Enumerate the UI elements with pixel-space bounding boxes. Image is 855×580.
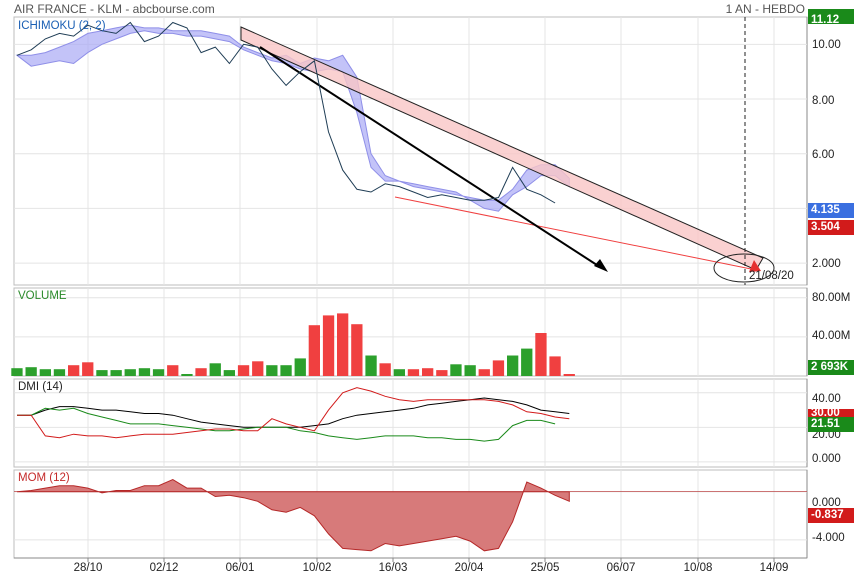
volume-tick-80m: 80.00M — [812, 292, 851, 304]
volume-bar — [407, 369, 420, 376]
volume-bar — [337, 313, 349, 376]
volume-bar — [152, 369, 165, 376]
volume-bar — [450, 364, 462, 376]
trend-arrow-head — [594, 259, 608, 272]
volume-bar — [167, 365, 179, 376]
volume-bar — [223, 370, 235, 376]
price-tick-8: 8.00 — [812, 95, 835, 107]
mom-badge: -0.837 — [808, 508, 854, 523]
dmi-tick-20: 20.00 — [812, 429, 841, 441]
volume-bar — [237, 365, 250, 376]
dmi-tick-40: 40.00 — [812, 393, 841, 405]
target-marker — [749, 260, 761, 272]
volume-bar — [96, 370, 108, 376]
volume-bar — [535, 333, 547, 376]
x-tick: 06/07 — [606, 562, 636, 574]
volume-bar — [563, 374, 575, 376]
plus-di-badge: 21.51 — [808, 417, 854, 432]
x-tick: 20/04 — [454, 562, 484, 574]
volume-bar — [308, 325, 320, 376]
volume-bar — [322, 315, 335, 376]
volume-bar — [393, 369, 405, 376]
x-tick: 16/03 — [378, 562, 408, 574]
mom-tick-neg4: -4.000 — [812, 532, 845, 544]
volume-bar — [478, 369, 490, 376]
volume-bar — [280, 365, 292, 376]
volume-bar — [436, 370, 448, 376]
volume-bar — [110, 370, 122, 376]
period-label: 1 AN - HEBDO — [725, 2, 805, 16]
x-tick: 10/02 — [302, 562, 332, 574]
volume-bar — [422, 368, 434, 376]
price-tick-6: 6.00 — [812, 149, 835, 161]
volume-bar — [39, 369, 51, 376]
target-date-label: 21/08/20 — [749, 270, 794, 282]
x-tick: 10/08 — [683, 562, 713, 574]
trend-arrow-line — [259, 46, 601, 268]
mom-title: MOM (12) — [18, 472, 70, 484]
volume-badge: 2 693K — [808, 360, 854, 375]
adx-badge: 30.00 — [808, 409, 854, 417]
volume-bar — [181, 374, 193, 376]
x-tick: 06/01 — [225, 562, 255, 574]
dmi-tick-0: 0.000 — [812, 453, 841, 465]
volume-bar — [507, 355, 519, 376]
last-price-badge: 4.135 — [808, 203, 854, 218]
volume-bar — [492, 360, 505, 376]
x-tick: 14/09 — [759, 562, 789, 574]
panel-frame — [13, 16, 808, 286]
volume-bar — [252, 361, 264, 376]
volume-bar — [53, 369, 66, 376]
volume-bar — [82, 362, 94, 376]
volume-title: VOLUME — [18, 290, 67, 302]
dmi-title: DMI (14) — [18, 381, 63, 393]
panel-frame — [13, 378, 808, 468]
adx-line — [17, 397, 570, 428]
volume-bar — [266, 365, 278, 376]
minus-di-line — [17, 387, 570, 439]
volume-bar — [379, 363, 391, 376]
volume-tick-40m: 40.00M — [812, 330, 851, 342]
mom-tick-0: 0.000 — [812, 497, 841, 509]
top-value-badge: 11.12 — [808, 9, 854, 26]
plus-di-line — [17, 407, 556, 442]
volume-bar — [138, 368, 151, 376]
price-tick-10: 10.00 — [812, 39, 841, 51]
volume-bar — [25, 367, 37, 376]
volume-bar — [294, 358, 306, 376]
volume-bar — [209, 363, 221, 376]
volume-bar — [365, 355, 377, 376]
volume-bar — [11, 368, 23, 376]
volume-bar — [68, 365, 80, 376]
x-tick: 28/10 — [73, 562, 103, 574]
volume-bar — [351, 324, 363, 376]
ichimoku-title: ICHIMOKU (2, 2) — [18, 20, 106, 32]
volume-bar — [549, 356, 561, 376]
level-badge: 3.504 — [808, 220, 854, 235]
volume-bar — [521, 348, 533, 376]
volume-bar — [124, 369, 136, 376]
volume-bar — [195, 368, 207, 376]
panel-frame — [13, 287, 808, 377]
price-tick-2: 2.000 — [812, 258, 841, 270]
support-line — [394, 196, 757, 271]
page-title: AIR FRANCE - KLM - abcbourse.com — [14, 2, 215, 16]
volume-bar — [464, 365, 476, 376]
close-price-line — [16, 21, 556, 204]
x-tick: 25/05 — [530, 562, 560, 574]
momentum-area — [16, 479, 570, 552]
x-tick: 02/12 — [149, 562, 179, 574]
target-circle — [713, 253, 775, 283]
